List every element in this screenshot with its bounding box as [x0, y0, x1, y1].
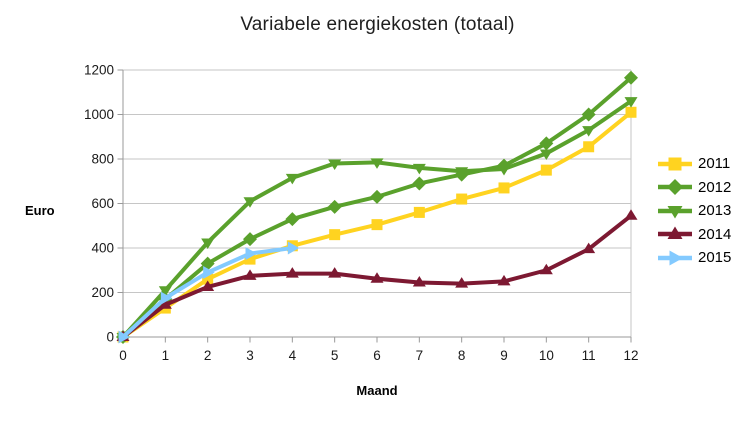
diamond-icon	[658, 179, 692, 196]
series-2012-marker-diamond	[327, 199, 342, 214]
y-tick-label: 1000	[84, 107, 114, 122]
legend-item-2012: 2012	[658, 176, 731, 200]
series-2014-marker-triangle-up	[370, 272, 384, 283]
series-2015-marker-triangle-right	[245, 247, 257, 261]
legend: 2011 2012 2013 2014 2015	[658, 152, 731, 270]
legend-label: 2013	[698, 202, 732, 220]
x-tick-label: 8	[458, 348, 466, 363]
series-2013-marker-triangle-down	[539, 149, 553, 160]
x-tick-label: 6	[373, 348, 381, 363]
series-2011-marker-square	[625, 106, 637, 118]
x-tick-label: 3	[246, 348, 254, 363]
series-2012-marker-diamond	[370, 189, 384, 204]
series-2014-marker-triangle-up	[158, 298, 172, 309]
series-2011-marker-square	[413, 206, 425, 218]
y-tick-label: 400	[91, 241, 114, 256]
series-2014-marker-triangle-up	[412, 275, 426, 287]
series-2015-marker-triangle-right	[203, 265, 215, 279]
x-tick-label: 1	[162, 348, 170, 363]
series-2014-marker-triangle-up	[243, 269, 257, 280]
legend-item-2013: 2013	[658, 199, 731, 223]
series-2015-marker-triangle-right	[160, 291, 173, 305]
legend-label: 2015	[698, 249, 732, 267]
x-tick-label: 11	[582, 348, 596, 363]
chart-title: Variabele energiekosten (totaal)	[240, 14, 515, 35]
series-2011-marker-square	[371, 219, 383, 231]
series-2011-marker-square	[583, 141, 595, 153]
y-tick-label: 1200	[84, 63, 114, 78]
x-tick-label: 0	[119, 348, 127, 363]
y-tick-label: 800	[91, 152, 114, 167]
series-2014-marker-triangle-up	[539, 263, 553, 275]
series-2013-marker-triangle-down	[624, 97, 638, 108]
x-tick-label: 4	[289, 348, 297, 363]
series-2013-marker-triangle-down	[201, 238, 215, 249]
series-2014-marker-triangle-up	[497, 274, 511, 286]
series-2015-marker-triangle-right	[287, 241, 300, 255]
series-2015-marker-triangle-right	[118, 330, 130, 344]
series-2011-marker-square	[329, 229, 341, 241]
series-2014-marker-triangle-up	[201, 280, 215, 291]
y-axis-title: Euro	[25, 203, 55, 218]
series-2014-marker-triangle-up	[455, 277, 469, 288]
series-2013-marker-triangle-down	[243, 197, 257, 208]
series-line-2012	[121, 75, 633, 339]
series-2014-marker-triangle-up	[328, 267, 342, 278]
series-2012-marker-diamond	[581, 107, 596, 122]
series-2011-marker-square	[540, 164, 552, 176]
x-tick-label: 7	[416, 348, 424, 363]
x-tick-label: 12	[623, 348, 638, 363]
series-2012-marker-diamond	[412, 176, 427, 191]
series-2012-marker-diamond	[243, 232, 257, 247]
series-2013-marker-triangle-down	[285, 173, 299, 185]
y-tick-label: 200	[91, 285, 114, 300]
series-2012-marker-diamond	[285, 212, 300, 227]
legend-label: 2014	[698, 225, 732, 243]
series-2013-marker-triangle-down	[582, 126, 596, 137]
x-tick-label: 2	[204, 348, 212, 363]
series-2013-marker-triangle-down	[370, 158, 384, 169]
legend-label: 2011	[698, 155, 731, 173]
series-2012-marker-diamond	[624, 70, 638, 85]
y-tick-label: 0	[106, 330, 114, 345]
series-2012-marker-diamond	[539, 136, 554, 151]
x-tick-label: 10	[539, 348, 554, 363]
series-2013-marker-triangle-down	[158, 286, 172, 297]
y-tick-label: 600	[91, 196, 114, 211]
legend-item-2015: 2015	[658, 246, 731, 270]
x-tick-label: 9	[500, 348, 508, 363]
series-2011-marker-square	[456, 193, 468, 205]
series-2013-marker-triangle-down	[455, 167, 469, 178]
triangle-right-icon	[658, 250, 692, 266]
legend-item-2014: 2014	[658, 223, 731, 247]
legend-label: 2012	[698, 178, 732, 196]
series-2014-marker-triangle-up	[582, 242, 596, 254]
series-2011-marker-square	[498, 182, 510, 194]
x-axis-title: Maand	[356, 383, 398, 398]
series-2013-marker-triangle-down	[412, 163, 426, 175]
series-2013-marker-triangle-down	[497, 165, 511, 176]
triangle-up-icon	[658, 226, 692, 240]
x-tick-label: 5	[331, 348, 339, 363]
legend-item-2011: 2011	[658, 152, 731, 176]
square-icon	[658, 157, 692, 171]
triangle-down-icon	[658, 205, 692, 219]
series-2014-marker-triangle-up	[285, 267, 299, 278]
series-2014-marker-triangle-up	[624, 209, 638, 220]
series-2013-marker-triangle-down	[328, 159, 342, 170]
